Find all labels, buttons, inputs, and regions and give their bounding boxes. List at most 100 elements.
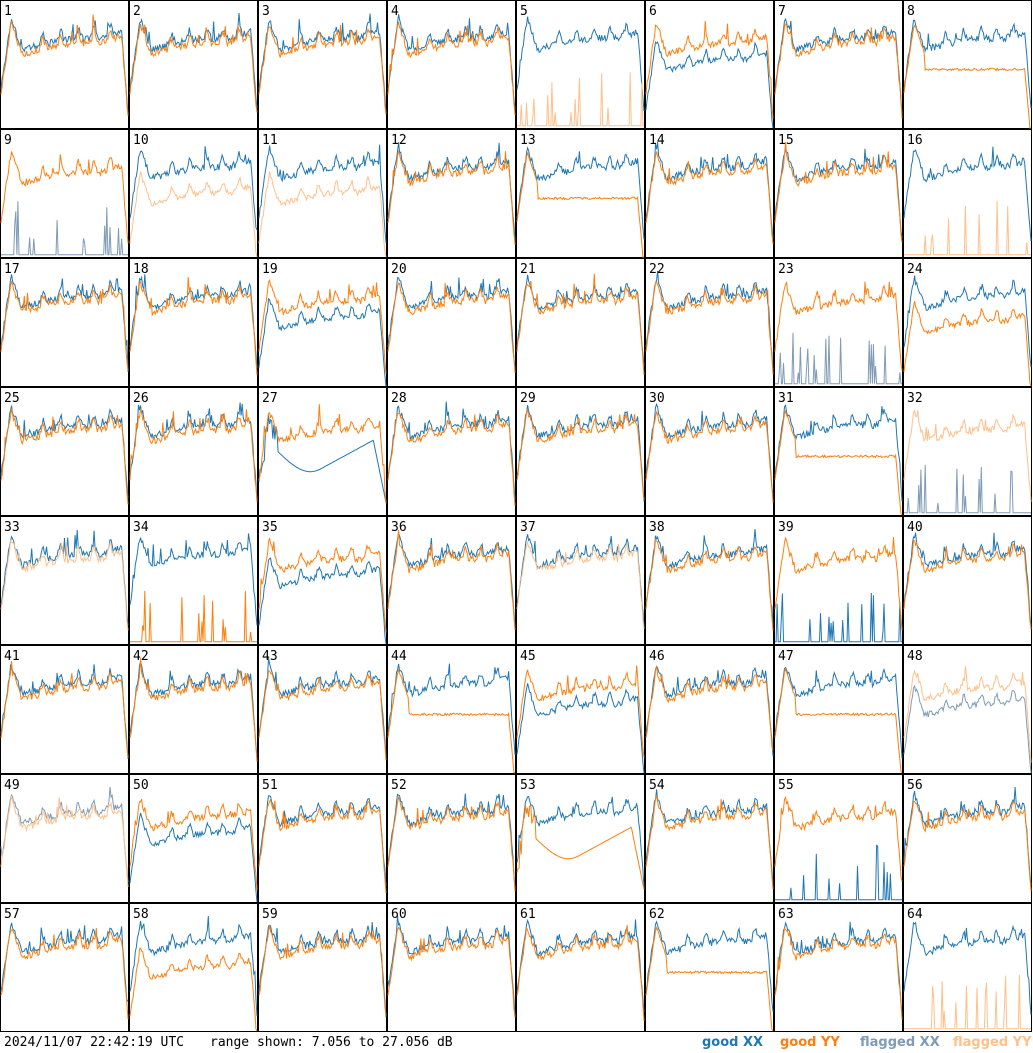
series-xx-good xyxy=(645,402,774,495)
panel-22: 22 xyxy=(645,258,774,387)
panel-number: 53 xyxy=(520,778,536,793)
series-xx-good xyxy=(0,405,129,499)
series-xx-good xyxy=(516,683,645,774)
panel-frame xyxy=(516,516,645,645)
series-xx-flagged xyxy=(904,464,1031,514)
panel-13: 13 xyxy=(516,129,645,258)
panel-number: 40 xyxy=(907,520,923,535)
panel-60: 60 xyxy=(387,903,516,1032)
panel-number: 19 xyxy=(262,262,278,277)
panel-frame xyxy=(0,645,129,774)
panel-number: 22 xyxy=(649,262,665,277)
panel-frame xyxy=(516,129,645,258)
panel-30: 30 xyxy=(645,387,774,516)
panel-frame xyxy=(258,258,387,387)
panel-frame xyxy=(258,387,387,516)
panel-number: 49 xyxy=(4,778,20,793)
panel-frame xyxy=(774,903,903,1032)
series-xx-good xyxy=(258,13,387,115)
series-xx-good xyxy=(516,918,645,1013)
panel-number: 2 xyxy=(133,4,141,19)
series-yy-good xyxy=(903,301,1032,387)
series-yy-good xyxy=(387,926,516,1018)
series-yy-good xyxy=(516,409,645,500)
panel-11: 11 xyxy=(258,129,387,258)
panel-number: 25 xyxy=(4,391,20,406)
panel-number: 30 xyxy=(649,391,665,406)
panel-5: 5 xyxy=(516,0,645,129)
series-xx-good xyxy=(258,922,387,1018)
panel-59: 59 xyxy=(258,903,387,1032)
series-xx-good xyxy=(774,148,903,239)
panel-number: 59 xyxy=(262,907,278,922)
series-yy-flagged xyxy=(517,72,644,127)
series-yy-good xyxy=(129,798,258,890)
panel-58: 58 xyxy=(129,903,258,1032)
series-xx-flagged xyxy=(1,201,128,256)
panel-number: 28 xyxy=(391,391,407,406)
panel-40: 40 xyxy=(903,516,1032,645)
series-yy-flagged xyxy=(904,200,1031,256)
panel-number: 58 xyxy=(133,907,149,922)
series-yy-good xyxy=(387,149,516,245)
series-yy-good xyxy=(387,411,516,506)
panel-number: 64 xyxy=(907,907,923,922)
panel-frame xyxy=(129,774,258,903)
series-xx-good xyxy=(774,404,903,502)
panel-number: 47 xyxy=(778,649,794,664)
panel-number: 34 xyxy=(133,520,149,535)
series-yy-good xyxy=(129,657,258,762)
panel-number: 15 xyxy=(778,133,794,148)
series-xx-good xyxy=(775,844,902,901)
series-yy-flagged xyxy=(258,171,387,258)
panel-number: 32 xyxy=(907,391,923,406)
panel-4: 4 xyxy=(387,0,516,129)
panel-number: 21 xyxy=(520,262,536,277)
panel-frame xyxy=(774,258,903,387)
panel-number: 8 xyxy=(907,4,915,19)
series-yy-good xyxy=(516,665,645,758)
series-yy-good xyxy=(130,590,257,643)
panel-frame xyxy=(774,516,903,645)
series-xx-good xyxy=(0,663,129,759)
panel-number: 24 xyxy=(907,262,923,277)
series-xx-good xyxy=(258,144,387,243)
footer-bar: 2024/11/07 22:42:19 UTC range shown: 7.0… xyxy=(0,1033,1033,1053)
series-xx-good xyxy=(387,793,516,889)
series-xx-good xyxy=(0,19,129,114)
panel-35: 35 xyxy=(258,516,387,645)
panel-number: 62 xyxy=(649,907,665,922)
panel-number: 46 xyxy=(649,649,665,664)
panel-number: 23 xyxy=(778,262,794,277)
panel-frame xyxy=(516,387,645,516)
panel-number: 7 xyxy=(778,4,786,19)
panel-number: 51 xyxy=(262,778,278,793)
series-xx-good xyxy=(387,915,516,1017)
panel-frame xyxy=(645,258,774,387)
panel-number: 52 xyxy=(391,778,407,793)
series-yy-good xyxy=(0,151,129,244)
series-yy-good xyxy=(516,273,645,375)
panel-frame xyxy=(258,516,387,645)
panel-frame xyxy=(903,0,1032,129)
series-yy-good xyxy=(774,280,903,371)
panel-number: 41 xyxy=(4,649,20,664)
panel-10: 10 xyxy=(129,129,258,258)
panel-54: 54 xyxy=(645,774,774,903)
series-xx-good xyxy=(0,274,129,372)
series-yy-good xyxy=(0,14,129,116)
panel-3: 3 xyxy=(258,0,387,129)
series-yy-good xyxy=(258,24,387,115)
series-yy-good xyxy=(0,661,129,758)
panel-frame xyxy=(774,0,903,129)
series-yy-flagged xyxy=(903,408,1032,502)
series-yy-good xyxy=(903,24,1031,129)
panel-number: 6 xyxy=(649,4,657,19)
series-yy-good xyxy=(129,23,258,113)
panel-number: 50 xyxy=(133,778,149,793)
panel-frame xyxy=(0,903,129,1032)
panel-number: 39 xyxy=(778,520,794,535)
panel-47: 47 xyxy=(774,645,903,774)
panel-number: 61 xyxy=(520,907,536,922)
